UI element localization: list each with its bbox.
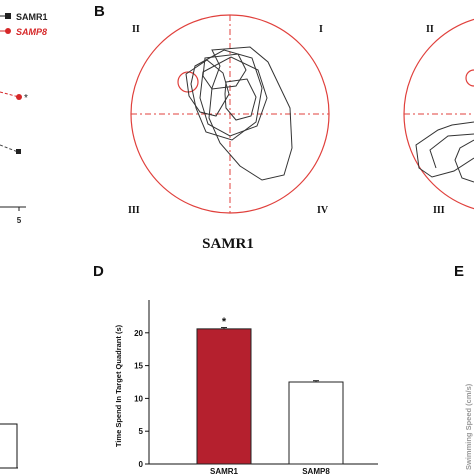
bar-fragment-outline bbox=[0, 423, 18, 468]
y-axis-title: Time Spend In Target Quadrant (s) bbox=[114, 324, 123, 447]
series-samp8-line bbox=[0, 91, 20, 98]
series-samr1-line bbox=[0, 144, 19, 153]
y-tick-label-0: 0 bbox=[139, 460, 144, 469]
y-tick-label-2: 10 bbox=[134, 394, 143, 403]
swim-path-6 bbox=[202, 53, 247, 90]
panel-e-letter: E bbox=[454, 263, 464, 280]
x-tick-label-samr1: SAMR1 bbox=[210, 467, 239, 474]
panel-b: B II I III IV SAMR1 bbox=[94, 3, 330, 252]
swim-path-4 bbox=[224, 78, 257, 121]
swim-path-5 bbox=[185, 59, 230, 117]
panel-b-caption: SAMR1 bbox=[202, 236, 254, 252]
quadrant-label-2-c: II bbox=[426, 24, 434, 35]
swim-paths-c bbox=[415, 121, 474, 183]
quadrant-label-1: I bbox=[319, 24, 323, 35]
y-tick-label-1: 5 bbox=[139, 427, 144, 436]
legend-samp8-label: SAMP8 bbox=[16, 27, 47, 37]
platform-circle-c bbox=[465, 69, 474, 87]
panel-d-letter: D bbox=[93, 263, 104, 280]
x-tick-label-samp8: SAMP8 bbox=[302, 467, 330, 474]
quadrant-label-4: IV bbox=[317, 205, 329, 216]
swim-path-3 bbox=[199, 56, 268, 137]
quadrant-label-2: II bbox=[132, 24, 140, 35]
panel-left-bar-fragment bbox=[0, 423, 18, 469]
panel-c: II III bbox=[403, 18, 474, 216]
bar-samr1 bbox=[196, 328, 252, 465]
swim-path-c-2 bbox=[454, 139, 474, 183]
panel-e: E Swimming Speed (cm/s) bbox=[454, 263, 473, 470]
quadrant-label-3-c: III bbox=[433, 205, 445, 216]
legend-samr1-marker bbox=[5, 13, 11, 19]
swim-path-1 bbox=[208, 46, 293, 181]
bar-samp8 bbox=[288, 381, 344, 465]
y-tick-label-4: 20 bbox=[134, 329, 143, 338]
significance-samr1: * bbox=[222, 316, 227, 328]
legend-samr1-label: SAMR1 bbox=[16, 12, 48, 22]
legend-samp8-marker bbox=[5, 28, 11, 34]
series-samp8-significance: * bbox=[24, 93, 28, 104]
swim-path-c-3 bbox=[429, 133, 474, 169]
y-tick-label-3: 15 bbox=[134, 362, 143, 371]
panel-a-x-tick-label: 5 bbox=[17, 216, 22, 225]
panel-d: D Time Spend In Target Quadrant (s) 0 5 10… bbox=[93, 263, 378, 474]
panel-a: SAMR1 SAMP8 * 5 bbox=[0, 12, 48, 225]
y-ticks: 0 5 10 15 20 bbox=[134, 329, 149, 469]
swim-path-c-1 bbox=[415, 121, 474, 178]
swim-paths bbox=[185, 46, 293, 181]
quadrant-label-3: III bbox=[128, 205, 140, 216]
panel-b-letter: B bbox=[94, 3, 105, 20]
bars: * bbox=[196, 316, 344, 465]
x-tick-labels: SAMR1 SAMP8 bbox=[210, 467, 330, 474]
panel-e-y-axis-title: Swimming Speed (cm/s) bbox=[464, 383, 473, 470]
series-samr1-point bbox=[16, 149, 21, 154]
series-samp8-point bbox=[16, 94, 22, 100]
